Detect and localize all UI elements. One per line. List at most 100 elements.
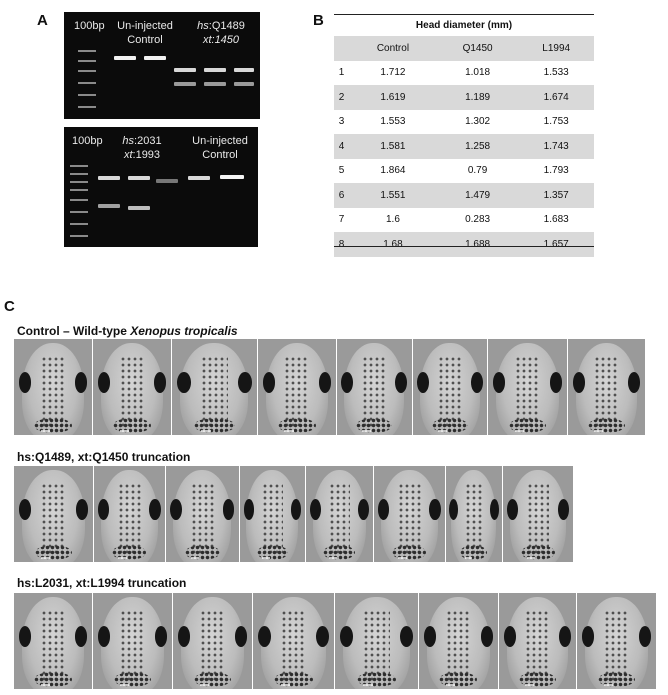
table-cell: 1.357: [518, 183, 594, 208]
tadpole-photo: [172, 339, 258, 435]
table-cell: 1.753: [543, 116, 569, 128]
table-cell: 1.743: [518, 134, 594, 159]
table-cell: 1.619: [349, 85, 437, 110]
tadpole-photo: [445, 466, 504, 562]
table-cell: 1.712: [380, 67, 406, 79]
table-cell: 1.258: [436, 134, 519, 159]
gel-band: [156, 179, 178, 183]
table-header-row: Control Q1450 L1994: [334, 36, 594, 61]
table-cell: 0.79: [467, 165, 488, 177]
gel-bottom-lane-2031-label: hs:2031 xt:1993: [122, 135, 162, 161]
gel-band: [114, 56, 136, 60]
table-cell: 8: [334, 232, 350, 257]
tadpole-photo: [173, 593, 254, 689]
tadpole-photo: [253, 593, 335, 689]
table-cell: 1.68: [349, 232, 437, 257]
table-cell: 6: [334, 183, 350, 208]
tadpole-photo: [14, 466, 94, 562]
table-row: 2 1.619 1.189 1.674: [334, 85, 594, 110]
tadpole-photo: [503, 466, 574, 562]
gel-band: [188, 176, 210, 180]
table-row: 4 1.581 1.258 1.743: [334, 134, 594, 159]
panel-letter-c: C: [4, 298, 15, 315]
tadpole-row-l1994: [14, 593, 657, 689]
gel-band: [144, 56, 166, 60]
table-cell: 1.657: [518, 232, 594, 257]
tadpole-photo: [239, 466, 306, 562]
gel-band: [98, 204, 120, 208]
panel-letter-b: B: [313, 12, 324, 29]
table-cell: 1.688: [436, 232, 519, 257]
table-cell: 1.6: [385, 214, 400, 226]
tadpole-row-control: [14, 339, 646, 435]
table-cell: 1.479: [436, 183, 519, 208]
table-cell: 7: [338, 214, 345, 226]
table-cell: 0.283: [465, 214, 491, 226]
tadpole-photo: [14, 593, 94, 689]
q1450-row-title: hs:Q1489, xt:Q1450 truncation: [17, 450, 191, 464]
table-row: 5 1.864 0.79 1.793: [334, 159, 594, 184]
table-cell: 1.302: [465, 116, 491, 128]
gel-image-bottom: 100bp hs:2031 xt:1993 Un-injected Contro…: [64, 127, 258, 247]
gel-band: [128, 206, 150, 210]
gel-band: [98, 176, 120, 180]
tadpole-photo: [412, 339, 488, 435]
table-cell: 1.864: [380, 165, 406, 177]
gel-band: [128, 176, 150, 180]
tadpole-photo: [418, 593, 499, 689]
tadpole-row-q1450: [14, 466, 574, 562]
l1994-row-title: hs:L2031, xt:L1994 truncation: [17, 576, 187, 590]
tadpole-photo: [257, 339, 337, 435]
tadpole-photo: [335, 593, 419, 689]
tadpole-photo: [567, 339, 646, 435]
gel-band: [204, 82, 226, 86]
gel-bottom-lane-uninjected-label: Un-injected Control: [192, 135, 248, 161]
gel-band: [204, 68, 226, 72]
table-row: 7 1.6 0.283 1.683: [334, 208, 594, 233]
table-cell: 1: [338, 67, 345, 79]
table-cell: 1.189: [436, 85, 519, 110]
gel-image-top: 100bp Un-injected Control hs:Q1489 xt:14…: [64, 12, 260, 119]
table-cell: 1.551: [349, 183, 437, 208]
gel-top-ladder-label: 100bp: [74, 20, 105, 32]
tadpole-photo: [498, 593, 577, 689]
table-cell: 1.533: [543, 67, 569, 79]
table-header-cell: [334, 36, 350, 61]
control-row-title: Control – Wild-type Xenopus tropicalis: [17, 324, 238, 338]
table-row: 8 1.68 1.688 1.657: [334, 232, 594, 257]
table-row: 1 1.712 1.018 1.533: [334, 61, 594, 86]
tadpole-photo: [93, 593, 174, 689]
gel-band: [234, 68, 254, 72]
table-cell: 5: [338, 165, 345, 177]
table-cell: 1.683: [543, 214, 569, 226]
gel-top-lane-q1489-label: hs:Q1489 xt:1450: [197, 20, 245, 46]
tadpole-photo: [487, 339, 568, 435]
gel-top-lane-uninjected-label: Un-injected Control: [117, 20, 173, 46]
tadpole-photo: [336, 339, 413, 435]
table-cell: 1.581: [349, 134, 437, 159]
table-cell: 1.793: [543, 165, 569, 177]
table-cell: 2: [334, 85, 350, 110]
tadpole-photo: [373, 466, 446, 562]
tadpole-photo: [93, 466, 166, 562]
table-row: 6 1.551 1.479 1.357: [334, 183, 594, 208]
tadpole-photo: [305, 466, 374, 562]
gel-band: [220, 175, 244, 179]
tadpole-photo: [165, 466, 240, 562]
gel-bottom-ladder-label: 100bp: [72, 135, 103, 147]
table-title: Head diameter (mm): [415, 20, 513, 31]
table-cell: 1.674: [518, 85, 594, 110]
table-header-cell: L1994: [518, 36, 594, 61]
gel-band: [234, 82, 254, 86]
table-cell: 4: [334, 134, 350, 159]
table-header-cell: Control: [349, 36, 437, 61]
table-cell: 3: [338, 116, 345, 128]
panel-letter-a: A: [37, 12, 48, 29]
tadpole-photo: [576, 593, 657, 689]
table-header-cell: Q1450: [436, 36, 519, 61]
gel-band: [174, 68, 196, 72]
gel-band: [174, 82, 196, 86]
table-row: 3 1.553 1.302 1.753: [334, 110, 594, 135]
table-cell: 1.553: [380, 116, 406, 128]
tadpole-photo: [93, 339, 172, 435]
